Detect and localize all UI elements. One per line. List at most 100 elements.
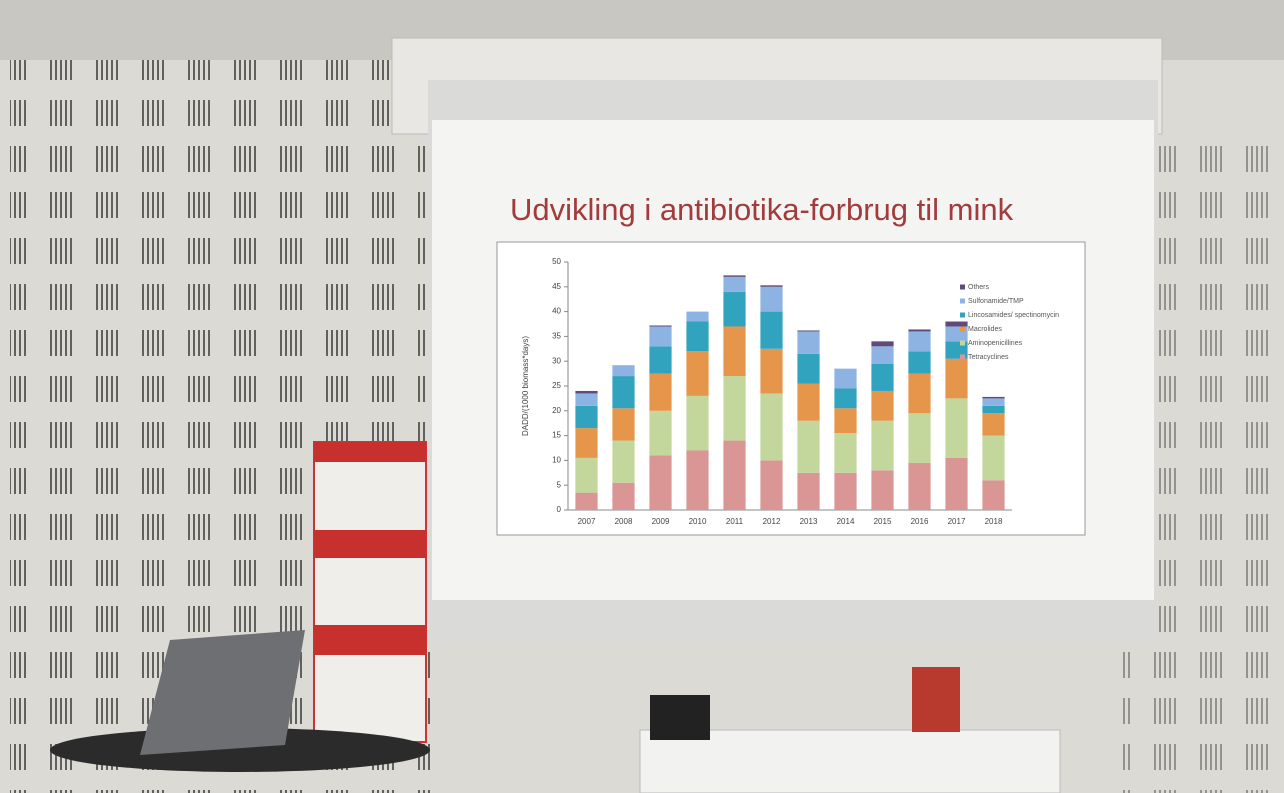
bar-segment [575, 493, 597, 510]
x-tick-label: 2014 [837, 517, 855, 526]
bar-segment [575, 391, 597, 393]
bar-segment [871, 364, 893, 391]
bar-segment [797, 354, 819, 384]
legend-label: Macrolides [968, 326, 1002, 333]
bar-segment [982, 436, 1004, 481]
bar-segment [760, 460, 782, 510]
poster-header [314, 530, 426, 558]
legend-label: Lincosamides/ spectinomycin [968, 312, 1059, 319]
bar-segment [797, 330, 819, 331]
bar-segment [575, 393, 597, 405]
legend-label: Sulfonamide/TMP [968, 298, 1024, 305]
bar-segment [575, 406, 597, 428]
bar-segment [649, 455, 671, 510]
legend-swatch [960, 313, 965, 318]
y-tick-label: 40 [552, 307, 561, 316]
bar-segment [686, 450, 708, 510]
legend-swatch [960, 285, 965, 290]
bar-segment [834, 369, 856, 389]
bar-segment [723, 277, 745, 292]
y-tick-label: 15 [552, 431, 561, 440]
bar-segment [797, 384, 819, 421]
bar-segment [982, 398, 1004, 405]
sign [912, 667, 960, 732]
x-tick-label: 2013 [800, 517, 818, 526]
bar-segment [723, 441, 745, 510]
bar-segment [575, 458, 597, 493]
y-tick-label: 35 [552, 332, 561, 341]
bar-segment [723, 275, 745, 276]
bar-segment [908, 463, 930, 510]
bar-segment [945, 359, 967, 399]
bar-segment [982, 397, 1004, 398]
x-tick-label: 2007 [578, 517, 596, 526]
poster [314, 442, 426, 742]
bar-segment [686, 396, 708, 451]
poster-header [314, 625, 426, 655]
bar-segment [871, 391, 893, 421]
scene: Udvikling i antibiotika-forbrug til mink… [0, 0, 1284, 793]
y-tick-label: 10 [552, 456, 561, 465]
bar-segment [612, 365, 634, 376]
bar-segment [575, 428, 597, 458]
legend-label: Aminopenicillines [968, 340, 1023, 347]
bar-segment [871, 470, 893, 510]
x-tick-label: 2015 [874, 517, 892, 526]
y-tick-label: 0 [557, 505, 562, 514]
bar-segment [945, 322, 967, 327]
bar-segment [649, 325, 671, 326]
y-tick-label: 20 [552, 406, 561, 415]
bar-segment [760, 349, 782, 394]
bar-segment [612, 483, 634, 510]
bar-segment [686, 312, 708, 322]
bar-segment [945, 398, 967, 458]
y-tick-label: 50 [552, 257, 561, 266]
bar-segment [612, 408, 634, 440]
bar-segment [908, 329, 930, 331]
x-tick-label: 2009 [652, 517, 670, 526]
bar-segment [649, 374, 671, 411]
bar-segment [982, 480, 1004, 510]
y-tick-label: 30 [552, 356, 561, 365]
bar-segment [686, 322, 708, 352]
y-axis-label: DADD/(1000 biomass*days) [521, 336, 530, 436]
x-tick-label: 2011 [726, 517, 744, 526]
bar-segment [908, 374, 930, 414]
y-tick-label: 5 [557, 480, 562, 489]
bar-segment [797, 421, 819, 473]
bar-segment [649, 346, 671, 373]
bar-segment [649, 326, 671, 346]
bar-segment [871, 341, 893, 346]
bar-segment [612, 376, 634, 408]
x-tick-label: 2016 [911, 517, 929, 526]
bar-segment [649, 411, 671, 456]
chart-title: Udvikling i antibiotika-forbrug til mink [510, 192, 1014, 227]
bar-segment [908, 413, 930, 463]
bar-segment [723, 292, 745, 327]
bar-segment [834, 433, 856, 473]
bar-segment [797, 331, 819, 353]
legend-label: Others [968, 284, 990, 291]
bar-segment [760, 287, 782, 312]
x-tick-label: 2008 [615, 517, 633, 526]
legend-swatch [960, 327, 965, 332]
y-tick-label: 45 [552, 282, 561, 291]
bar-segment [982, 406, 1004, 413]
bar-segment [760, 393, 782, 460]
x-tick-label: 2018 [985, 517, 1003, 526]
legend-label: Tetracyclines [968, 354, 1009, 361]
bar-segment [612, 441, 634, 483]
bar-segment [760, 285, 782, 286]
x-tick-label: 2017 [948, 517, 966, 526]
bar-segment [760, 312, 782, 349]
bar-segment [834, 388, 856, 408]
y-tick-label: 25 [552, 381, 561, 390]
bar-segment [871, 346, 893, 363]
x-tick-label: 2012 [763, 517, 781, 526]
legend-swatch [960, 355, 965, 360]
bar-segment [686, 351, 708, 396]
bar-segment [797, 473, 819, 510]
bar-segment [908, 331, 930, 351]
bar-segment [723, 326, 745, 376]
bar-segment [834, 473, 856, 510]
